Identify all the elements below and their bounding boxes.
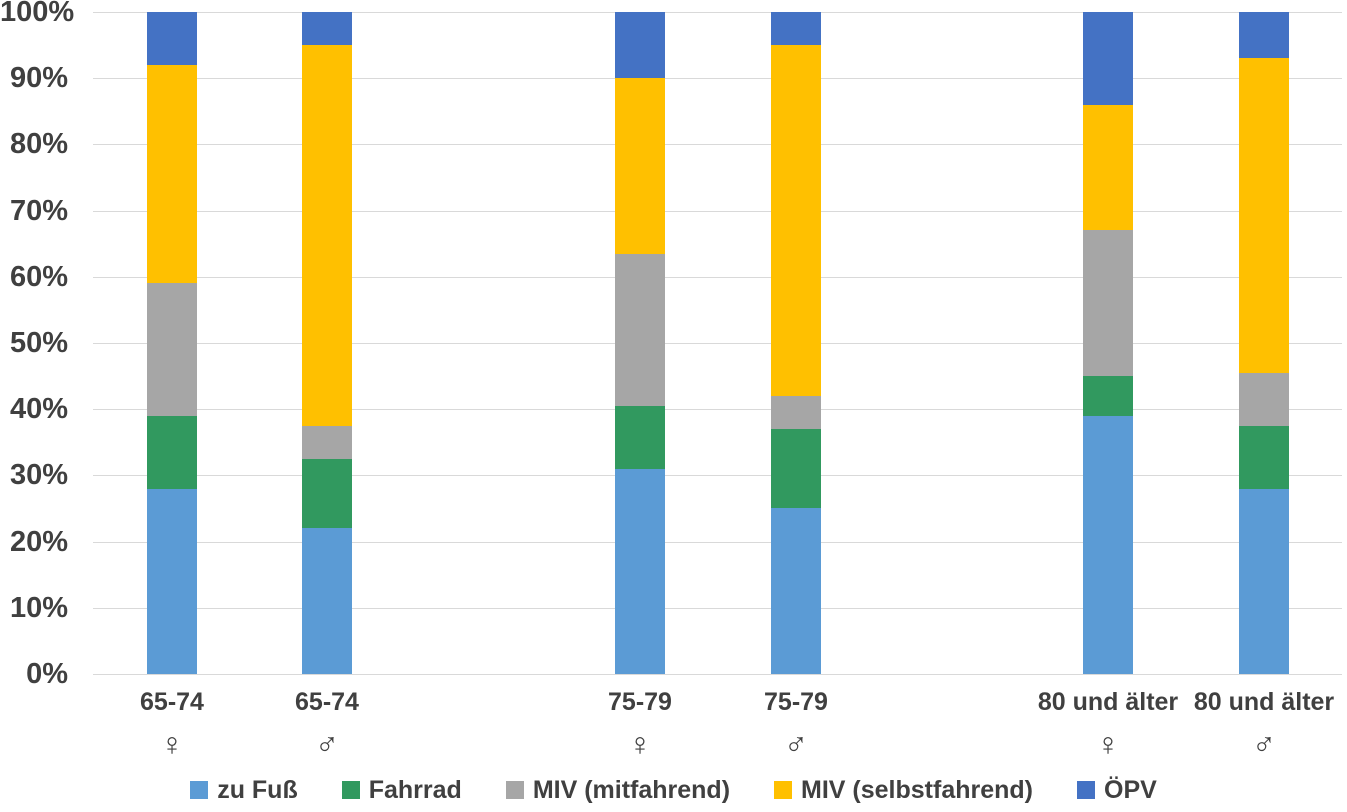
bar-segment [1083, 376, 1133, 416]
bar-segment [771, 45, 821, 396]
category-label: 75-79 [608, 688, 672, 716]
y-tick-label: 70% [9, 194, 68, 227]
bar-segment [771, 395, 821, 430]
gridline [93, 475, 1342, 477]
bar-segment [302, 458, 352, 529]
category-label: 80 und älter [1037, 688, 1179, 716]
category-label: 65-74 [295, 688, 359, 716]
bar-segment [1083, 230, 1133, 377]
y-tick-label: 100% [0, 0, 75, 28]
male-symbol: ♂ [784, 726, 808, 762]
bar-segment [147, 488, 197, 674]
legend-label: MIV (mitfahrend) [532, 775, 731, 804]
bar-segment [147, 283, 197, 416]
gridline [93, 343, 1342, 344]
legend-label: MIV (selbstfahrend) [801, 775, 1034, 804]
bar-segment [147, 12, 197, 65]
bar-segment [1083, 104, 1133, 231]
y-tick-label: 60% [9, 260, 68, 293]
legend-swatch [505, 781, 524, 799]
gridline [93, 12, 1342, 13]
gridline [93, 276, 1342, 278]
bar-segment [1239, 425, 1289, 489]
bar-segment [771, 429, 821, 509]
bar-65-74-male [302, 12, 352, 674]
male-symbol: ♂ [315, 726, 339, 762]
y-tick-label: 40% [9, 393, 68, 426]
legend-swatch [341, 781, 360, 799]
bar-80-und-älter-female [1083, 12, 1133, 674]
bar-65-74-female [147, 12, 197, 674]
female-symbol: ♀ [160, 726, 184, 762]
legend-item: MIV (selbstfahrend) [774, 776, 1033, 805]
bar-segment [147, 415, 197, 489]
bar-segment [615, 78, 665, 254]
female-symbol: ♀ [628, 726, 652, 762]
bar-segment [1239, 12, 1289, 59]
bar-segment [615, 12, 665, 79]
gridline [93, 674, 1342, 675]
bar-segment [147, 64, 197, 284]
category-label: 75-79 [764, 688, 828, 716]
bar-segment [302, 12, 352, 46]
bar-segment [771, 508, 821, 674]
legend-swatch [1077, 781, 1096, 799]
bar-segment [615, 405, 665, 469]
y-tick-label: 30% [9, 459, 68, 492]
legend-label: Fahrrad [368, 775, 462, 804]
bar-segment [1239, 372, 1289, 426]
y-tick-label: 80% [9, 128, 68, 161]
legend-swatch [190, 781, 209, 799]
legend-label: zu Fuß [217, 775, 298, 804]
gridline [93, 607, 1342, 609]
y-tick-label: 50% [9, 327, 68, 359]
legend-label: ÖPV [1104, 775, 1157, 804]
gridline [93, 210, 1342, 212]
bar-segment [302, 425, 352, 459]
bar-segment [1083, 415, 1133, 674]
bar-segment [1083, 12, 1133, 105]
bar-segment [771, 12, 821, 46]
gridline [93, 144, 1342, 146]
category-label: 80 und älter [1193, 688, 1335, 716]
bar-segment [615, 468, 665, 674]
y-tick-label: 0% [26, 658, 68, 690]
gridline [93, 78, 1342, 80]
legend-item: Fahrrad [341, 775, 462, 805]
bar-segment [1239, 58, 1289, 373]
legend-swatch [774, 781, 793, 799]
category-label: 65-74 [140, 688, 204, 716]
bar-segment [615, 253, 665, 406]
bar-segment [302, 528, 352, 674]
legend-item: MIV (mitfahrend) [505, 775, 731, 805]
bar-75-79-female [615, 12, 665, 674]
bar-80-und-älter-male [1239, 12, 1289, 674]
bar-segment [1239, 488, 1289, 674]
gridline [93, 541, 1342, 543]
gridline [93, 409, 1342, 411]
y-tick-label: 90% [9, 62, 68, 95]
bar-75-79-male [771, 12, 821, 674]
legend-item: ÖPV [1077, 776, 1157, 805]
male-symbol: ♂ [1252, 726, 1276, 762]
legend: zu Fuß Fahrrad MIV (mitfahrend) MIV (selbst… [0, 772, 1347, 808]
legend-item: zu Fuß [190, 776, 298, 805]
y-tick-label: 10% [9, 591, 68, 624]
bar-segment [302, 45, 352, 426]
female-symbol: ♀ [1096, 726, 1120, 762]
y-tick-label: 20% [9, 525, 68, 558]
